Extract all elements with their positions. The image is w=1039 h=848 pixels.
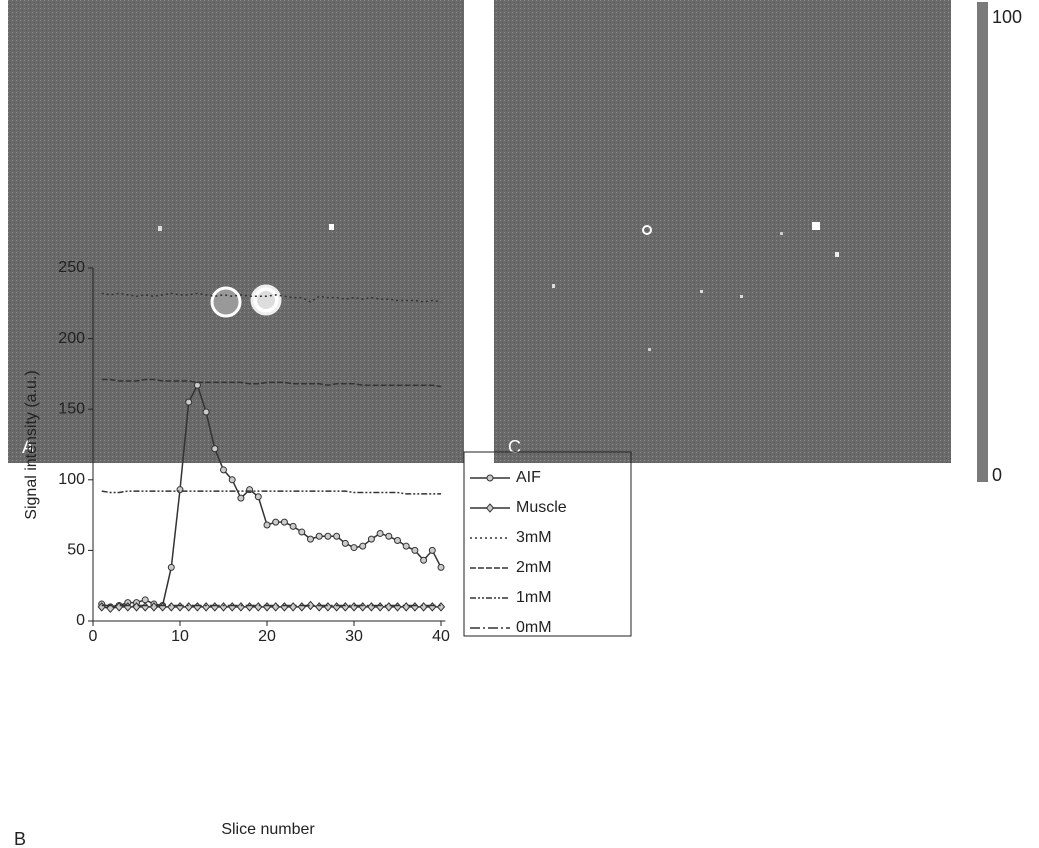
legend-label: AIF: [516, 469, 541, 486]
marker: [254, 493, 262, 501]
marker: [323, 602, 333, 612]
panel-label: C: [508, 437, 521, 457]
marker: [485, 503, 495, 513]
marker: [486, 474, 494, 482]
panel-label: A: [22, 437, 34, 457]
series-line: [101, 292, 442, 303]
marker: [219, 602, 228, 612]
marker: [245, 602, 254, 612]
marker: [202, 408, 210, 416]
marker: [167, 602, 176, 612]
marker: [315, 602, 324, 612]
x-tick-label: 40: [432, 628, 450, 645]
marker: [211, 445, 219, 453]
marker: [220, 466, 227, 474]
marker: [411, 546, 419, 554]
marker: [402, 542, 410, 550]
legend-label: 1mM: [516, 589, 552, 606]
marker: [272, 518, 280, 526]
marker: [185, 398, 193, 406]
marker: [420, 556, 428, 564]
marker: [437, 563, 445, 571]
marker: [280, 602, 289, 612]
marker: [228, 602, 237, 612]
marker: [289, 522, 297, 530]
marker: [193, 602, 202, 612]
y-tick-label: 200: [58, 330, 85, 347]
marker: [210, 602, 219, 612]
marker: [375, 602, 385, 612]
marker: [333, 532, 341, 540]
marker: [359, 542, 367, 550]
marker: [306, 600, 315, 611]
y-tick-label: 150: [58, 400, 85, 417]
marker: [201, 602, 211, 612]
x-tick-label: 20: [258, 628, 276, 645]
marker: [394, 537, 401, 545]
marker: [237, 494, 245, 502]
legend-label: 3mM: [516, 529, 552, 546]
y-tick-label: 0: [76, 612, 85, 629]
marker: [376, 529, 384, 537]
marker: [288, 602, 298, 612]
marker: [385, 532, 393, 540]
marker: [106, 603, 115, 614]
x-tick-label: 0: [89, 628, 98, 645]
colorbar-label: 0: [992, 465, 1002, 485]
marker: [436, 602, 446, 612]
y-tick-label: 100: [58, 471, 85, 488]
marker: [141, 602, 150, 612]
marker: [428, 546, 436, 554]
legend-label: 0mM: [516, 619, 552, 636]
marker: [428, 602, 437, 612]
marker: [341, 539, 349, 547]
marker: [184, 602, 193, 612]
colorbar-label: 100: [992, 7, 1022, 27]
legend-label: 2mM: [516, 559, 552, 576]
marker: [358, 602, 367, 612]
marker: [271, 602, 280, 612]
marker: [402, 602, 411, 612]
marker: [307, 535, 314, 543]
series-line: [101, 378, 442, 388]
marker: [384, 602, 393, 612]
marker: [228, 476, 236, 484]
legend-label: Muscle: [516, 499, 567, 516]
x-tick-label: 10: [171, 628, 189, 645]
marker: [349, 602, 359, 612]
marker: [367, 602, 376, 612]
marker: [410, 602, 420, 612]
marker: [298, 528, 306, 536]
marker: [297, 602, 306, 612]
marker: [350, 544, 358, 552]
x-tick-label: 30: [345, 628, 363, 645]
image-c: [494, 0, 951, 463]
marker: [280, 518, 288, 526]
y-tick-label: 250: [58, 259, 85, 276]
marker: [141, 596, 149, 604]
marker: [262, 602, 272, 612]
marker: [367, 535, 375, 543]
marker: [236, 602, 246, 612]
marker: [393, 602, 402, 612]
image-a: [8, 0, 464, 463]
marker: [315, 532, 323, 540]
y-axis-label: Signal intensity (a.u.): [23, 370, 40, 519]
series-line: [101, 604, 441, 610]
series-line: [101, 490, 441, 495]
panel-label: B: [14, 829, 26, 848]
marker: [167, 563, 175, 571]
marker: [254, 602, 263, 612]
marker: [324, 532, 332, 540]
colorbar: [977, 2, 988, 482]
marker: [175, 602, 185, 612]
y-tick-label: 50: [67, 542, 85, 559]
legend-box: [463, 451, 632, 637]
marker: [263, 521, 271, 529]
marker: [419, 602, 428, 612]
marker: [332, 602, 341, 612]
x-axis-label: Slice number: [221, 821, 315, 838]
marker: [341, 602, 350, 612]
